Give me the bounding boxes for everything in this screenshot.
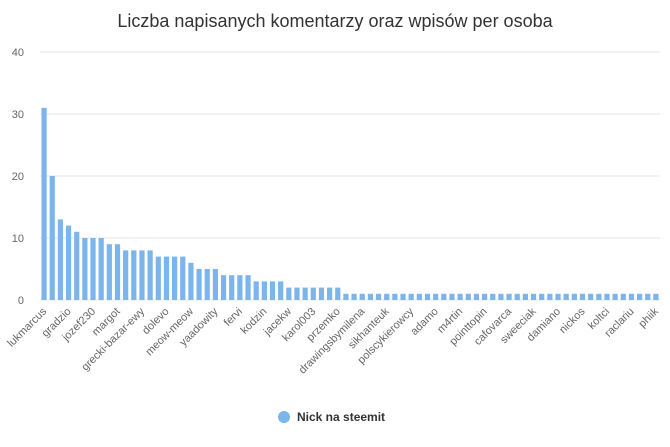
bar — [106, 244, 112, 300]
bar — [424, 293, 431, 300]
bar — [98, 238, 104, 300]
bar — [522, 293, 528, 300]
bar — [82, 238, 88, 300]
bar — [245, 275, 251, 300]
bar — [506, 293, 512, 300]
bar — [645, 293, 651, 300]
bar — [579, 293, 586, 300]
bar — [465, 293, 471, 300]
bar — [269, 281, 276, 300]
bar — [335, 287, 341, 300]
y-tick-label: 10 — [12, 233, 24, 245]
bar — [65, 225, 72, 300]
bar — [139, 250, 145, 300]
bar — [604, 293, 610, 300]
bar — [147, 250, 153, 300]
bar — [302, 287, 308, 300]
bar — [123, 250, 129, 300]
bar — [539, 293, 545, 300]
bar — [310, 287, 316, 300]
bar — [90, 238, 96, 300]
bar — [375, 293, 382, 300]
bar — [278, 281, 284, 300]
bar — [294, 287, 300, 300]
bar — [131, 250, 137, 300]
bar — [653, 293, 659, 300]
bar — [612, 293, 618, 300]
y-tick-label: 20 — [12, 171, 24, 183]
bar — [571, 293, 577, 300]
bar — [441, 293, 447, 300]
bar — [163, 256, 170, 300]
bar — [588, 293, 594, 300]
bar — [547, 293, 553, 300]
bar — [473, 293, 480, 300]
bar — [318, 287, 325, 300]
bar — [392, 293, 398, 300]
y-tick-label: 40 — [12, 47, 24, 59]
bar — [457, 293, 463, 300]
bar — [286, 287, 292, 300]
x-tick-label: nickos — [557, 305, 588, 336]
bar — [220, 275, 227, 300]
bar — [327, 287, 333, 300]
x-tick-label: phiik — [637, 305, 662, 330]
bar — [196, 269, 202, 300]
bar — [261, 281, 267, 300]
bar — [482, 293, 488, 300]
bar — [563, 293, 569, 300]
x-tick-label: adamo — [409, 306, 441, 338]
bar — [237, 275, 243, 300]
bar — [596, 293, 602, 300]
bar — [490, 293, 496, 300]
bar — [359, 293, 365, 300]
bar — [343, 293, 349, 300]
bar — [530, 293, 537, 300]
bar — [514, 293, 520, 300]
bar — [180, 256, 186, 300]
bar — [416, 293, 422, 300]
bar — [408, 293, 414, 300]
bar — [384, 293, 390, 300]
legend-label: Nick na steemit — [297, 410, 385, 424]
bar — [204, 269, 210, 300]
bar — [637, 293, 643, 300]
bar — [367, 293, 373, 300]
bar — [212, 269, 218, 300]
bar — [620, 293, 626, 300]
chart-title: Liczba napisanych komentarzy oraz wpisów… — [117, 11, 553, 31]
bar — [253, 281, 259, 300]
bar — [229, 275, 235, 300]
bar — [433, 293, 439, 300]
bar — [49, 176, 55, 300]
bar — [172, 256, 178, 300]
bar — [351, 293, 357, 300]
bar — [74, 231, 80, 300]
bar — [57, 219, 63, 300]
bar — [498, 293, 504, 300]
y-tick-label: 30 — [12, 109, 24, 121]
bar — [400, 293, 406, 300]
bar — [155, 256, 161, 300]
bar — [41, 107, 47, 300]
legend-marker — [278, 411, 290, 423]
bar — [449, 293, 455, 300]
bar — [628, 293, 635, 300]
y-tick-label: 0 — [18, 295, 24, 307]
bar — [555, 293, 561, 300]
bar — [114, 244, 121, 300]
bar — [188, 262, 194, 300]
